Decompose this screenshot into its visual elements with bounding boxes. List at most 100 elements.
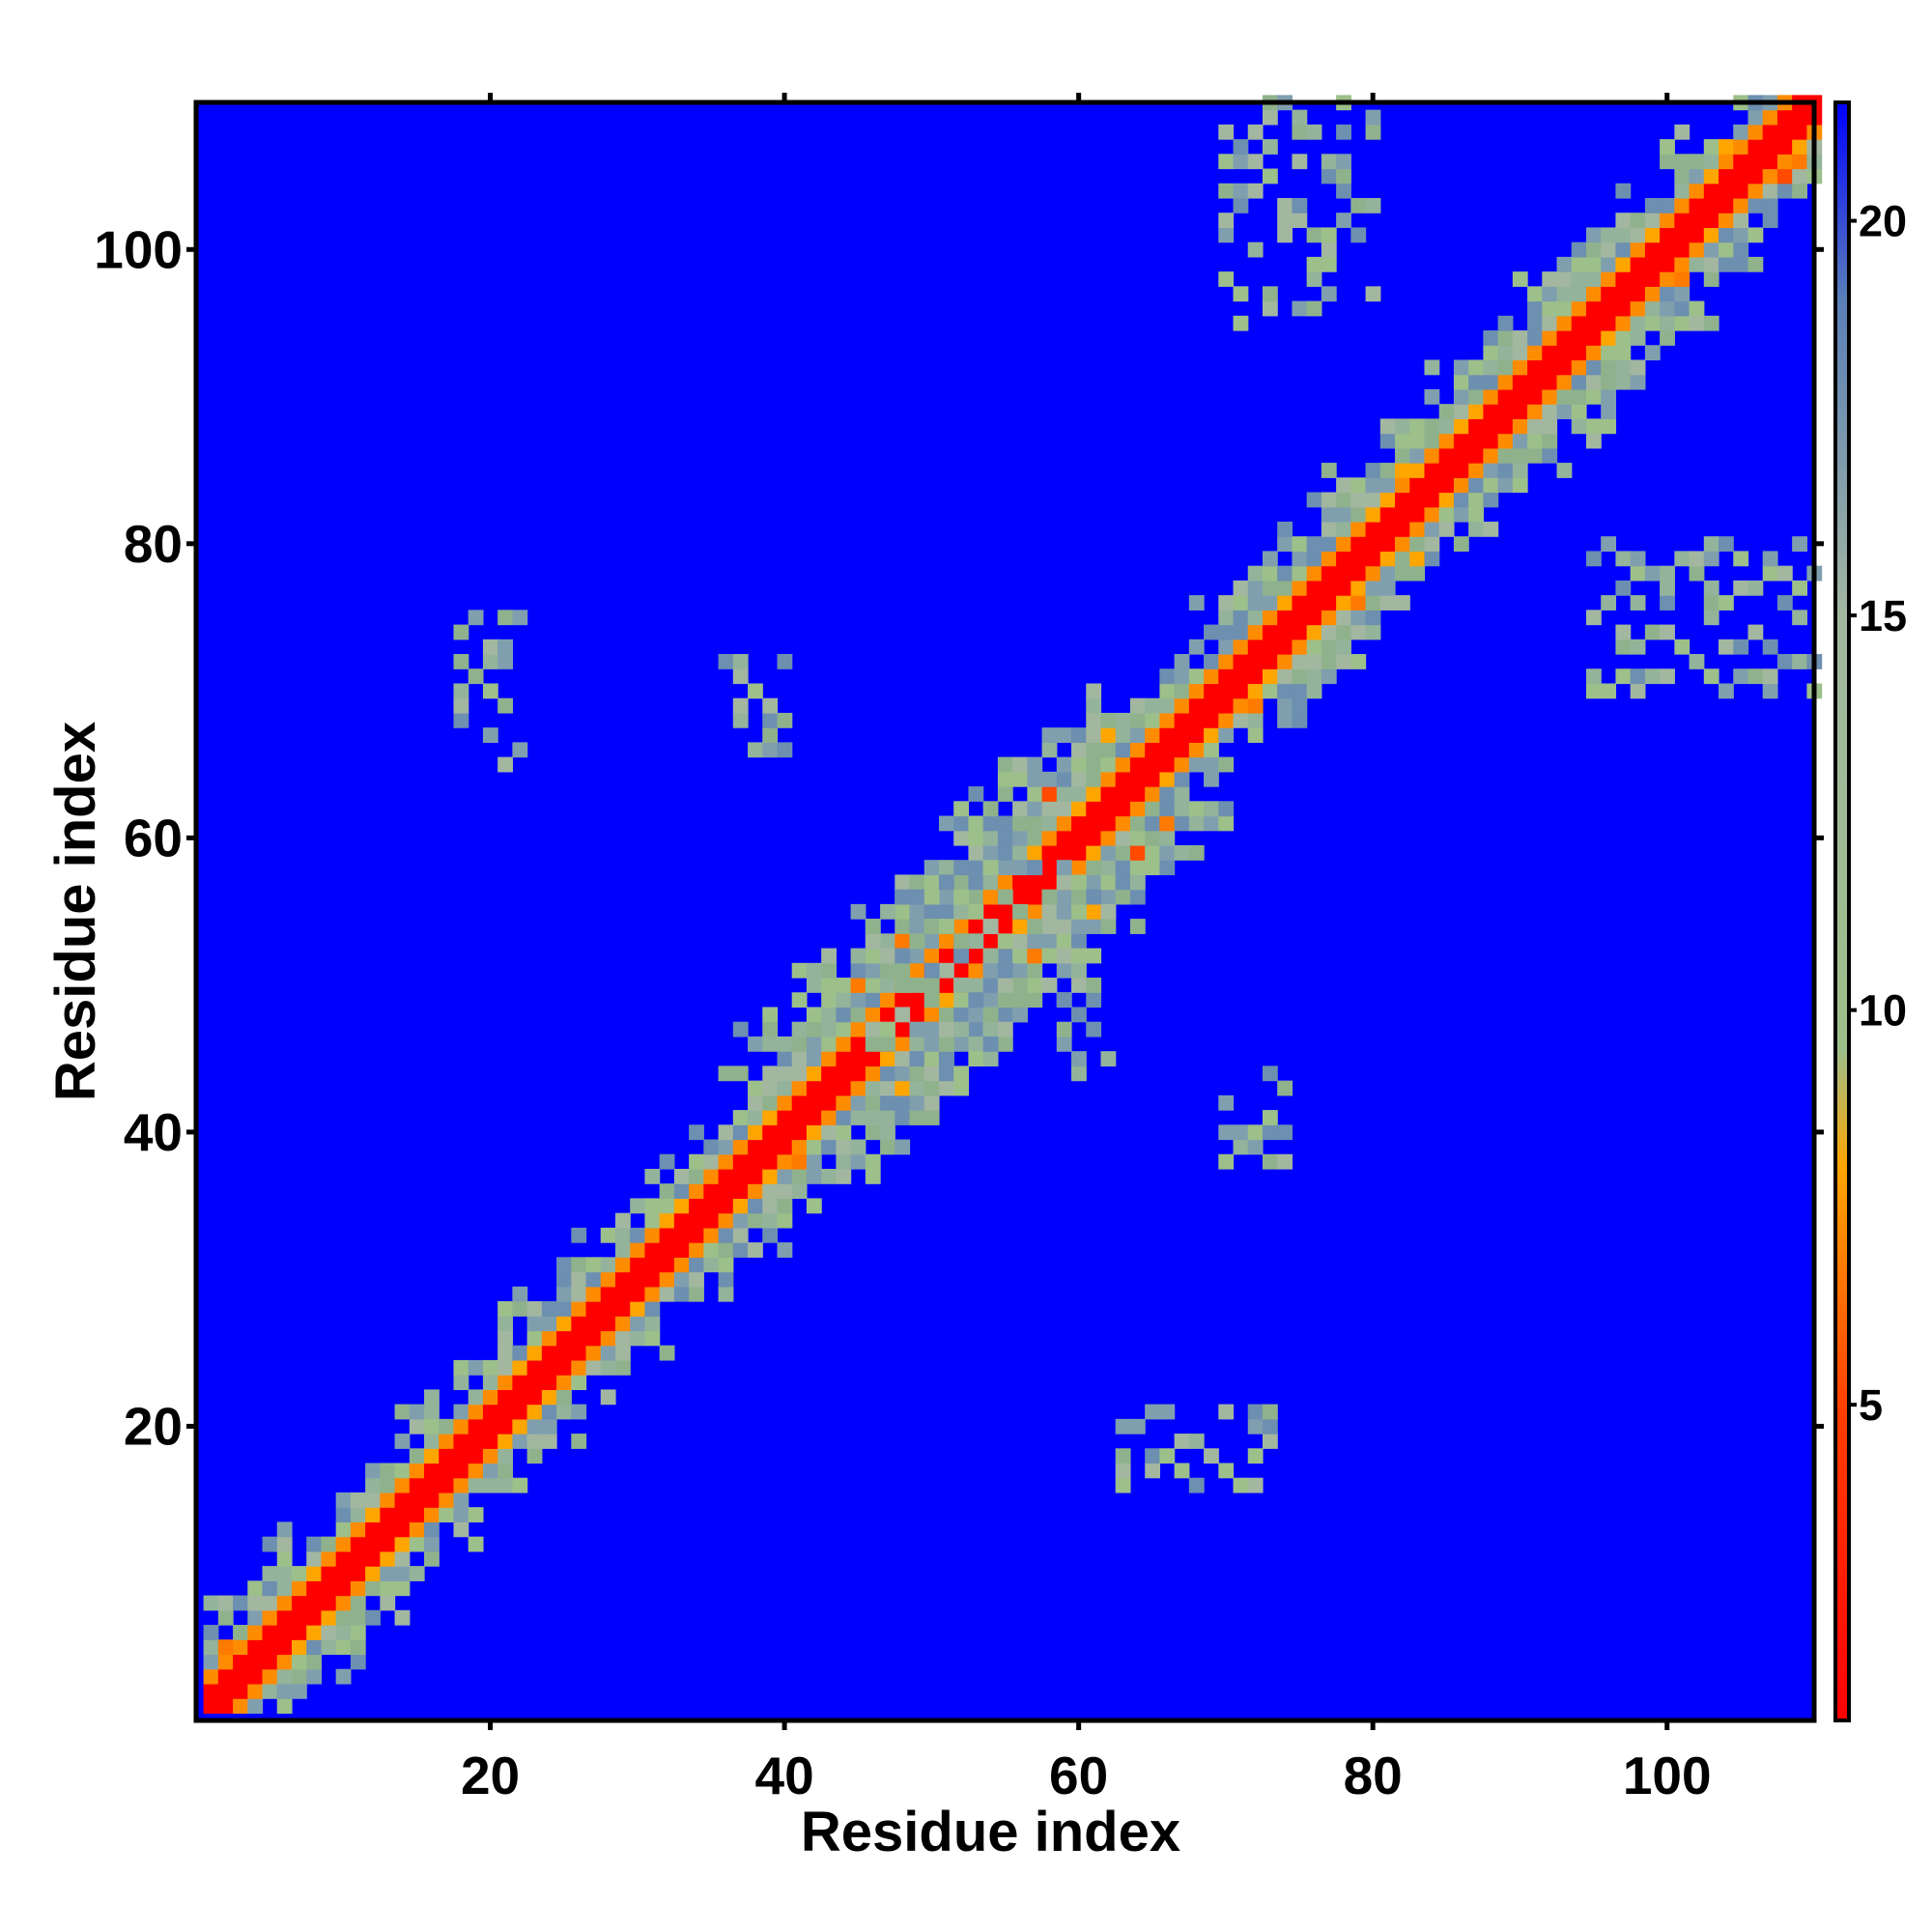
heatmap-cell bbox=[291, 1639, 307, 1656]
heatmap-cell bbox=[630, 1316, 646, 1332]
heatmap-cell bbox=[1145, 801, 1160, 817]
heatmap-cell bbox=[865, 1051, 881, 1066]
heatmap-cell bbox=[1306, 580, 1322, 596]
heatmap-cell bbox=[1188, 801, 1205, 817]
heatmap-cell bbox=[689, 1271, 704, 1288]
heatmap-cell bbox=[762, 1212, 779, 1229]
heatmap-cell bbox=[1792, 109, 1807, 126]
heatmap-cell bbox=[1292, 668, 1308, 685]
heatmap-cell bbox=[380, 1492, 396, 1508]
heatmap-cell bbox=[512, 1404, 528, 1420]
heatmap-cell bbox=[1483, 418, 1499, 435]
heatmap-cell bbox=[365, 1566, 381, 1581]
heatmap-cell bbox=[350, 1536, 366, 1552]
heatmap-cell bbox=[526, 1330, 543, 1347]
heatmap-cell bbox=[1306, 271, 1322, 287]
heatmap-cell bbox=[1188, 1434, 1205, 1449]
heatmap-cell bbox=[1218, 1463, 1235, 1479]
heatmap-cell bbox=[1336, 610, 1351, 626]
heatmap-cell bbox=[968, 889, 984, 905]
heatmap-cell bbox=[1689, 565, 1705, 582]
y-axis-title: Residue index bbox=[44, 722, 107, 1101]
heatmap-cell bbox=[968, 1051, 984, 1066]
heatmap-cell bbox=[659, 1153, 675, 1170]
heatmap-cell bbox=[1218, 756, 1235, 773]
heatmap-cell bbox=[1321, 506, 1337, 523]
heatmap-cell bbox=[512, 1345, 528, 1361]
heatmap-cell bbox=[1027, 978, 1043, 993]
heatmap-cell bbox=[512, 1375, 528, 1390]
heatmap-cell bbox=[1395, 536, 1410, 553]
heatmap-cell bbox=[1571, 286, 1587, 302]
heatmap-cell bbox=[1056, 889, 1072, 905]
heatmap-cell bbox=[703, 1198, 720, 1214]
heatmap-cell bbox=[1585, 359, 1602, 376]
heatmap-cell bbox=[895, 1036, 911, 1052]
heatmap-cell bbox=[1012, 948, 1028, 964]
heatmap-cell bbox=[1747, 124, 1764, 140]
heatmap-cell bbox=[1571, 256, 1587, 272]
heatmap-cell bbox=[1424, 536, 1440, 553]
heatmap-cell bbox=[1674, 183, 1690, 199]
heatmap-cell bbox=[1321, 463, 1337, 478]
heatmap-cell bbox=[938, 1065, 954, 1082]
heatmap-cell bbox=[732, 697, 749, 714]
heatmap-cell bbox=[1012, 933, 1028, 950]
heatmap-cell bbox=[1071, 1051, 1087, 1066]
heatmap-cell bbox=[1615, 242, 1632, 258]
heatmap-cell bbox=[1497, 315, 1514, 331]
heatmap-cell bbox=[997, 830, 1013, 846]
heatmap-cell bbox=[571, 1434, 587, 1449]
heatmap-cell bbox=[1733, 551, 1749, 567]
heatmap-cell bbox=[1071, 874, 1087, 891]
x-tick-label: 40 bbox=[754, 1746, 813, 1805]
heatmap-cell bbox=[1379, 565, 1396, 582]
heatmap-cell bbox=[453, 1418, 469, 1435]
heatmap-cell bbox=[806, 1007, 822, 1023]
heatmap-cell bbox=[365, 1536, 381, 1552]
heatmap-cell bbox=[821, 1065, 837, 1082]
heatmap-cell bbox=[291, 1566, 307, 1581]
heatmap-cell bbox=[1497, 359, 1514, 376]
heatmap-cell bbox=[1218, 815, 1235, 832]
heatmap-cell bbox=[1556, 388, 1573, 405]
heatmap-cell bbox=[247, 1654, 264, 1670]
heatmap-cell bbox=[1012, 874, 1028, 891]
heatmap-cell bbox=[659, 1286, 675, 1302]
heatmap-cell bbox=[1556, 374, 1573, 390]
heatmap-cell bbox=[982, 903, 999, 920]
heatmap-cell bbox=[644, 1168, 661, 1184]
heatmap-cell bbox=[1438, 521, 1455, 537]
heatmap-cell bbox=[659, 1257, 675, 1273]
heatmap-cell bbox=[689, 1286, 704, 1302]
heatmap-cell bbox=[982, 860, 999, 876]
heatmap-cell bbox=[953, 933, 970, 950]
heatmap-cell bbox=[1542, 300, 1558, 317]
heatmap-cell bbox=[1145, 786, 1160, 802]
heatmap-cell bbox=[865, 1168, 881, 1184]
heatmap-cell bbox=[1115, 771, 1131, 787]
heatmap-cell bbox=[895, 978, 911, 993]
heatmap-cell bbox=[276, 1698, 293, 1714]
heatmap-cell bbox=[1585, 242, 1602, 258]
heatmap-cell bbox=[247, 1639, 264, 1656]
heatmap-cell bbox=[1438, 492, 1455, 508]
heatmap-cell bbox=[1747, 256, 1764, 272]
heatmap-cell bbox=[1262, 109, 1278, 126]
heatmap-cell bbox=[468, 1404, 484, 1420]
heatmap-cell bbox=[1527, 330, 1543, 346]
heatmap-cell bbox=[1336, 506, 1351, 523]
heatmap-cell bbox=[217, 1683, 234, 1699]
heatmap-cell bbox=[923, 919, 940, 934]
heatmap-cell bbox=[571, 1227, 587, 1243]
heatmap-cell bbox=[895, 1051, 911, 1066]
heatmap-cell bbox=[1719, 197, 1734, 213]
heatmap-cell bbox=[1336, 124, 1351, 140]
heatmap-cell bbox=[732, 1153, 749, 1170]
heatmap-cell bbox=[1115, 844, 1131, 861]
heatmap-cell bbox=[1792, 124, 1807, 140]
heatmap-cell bbox=[1674, 154, 1690, 170]
heatmap-cell bbox=[497, 756, 513, 773]
heatmap-cell bbox=[1660, 580, 1675, 596]
heatmap-cell bbox=[880, 962, 895, 979]
